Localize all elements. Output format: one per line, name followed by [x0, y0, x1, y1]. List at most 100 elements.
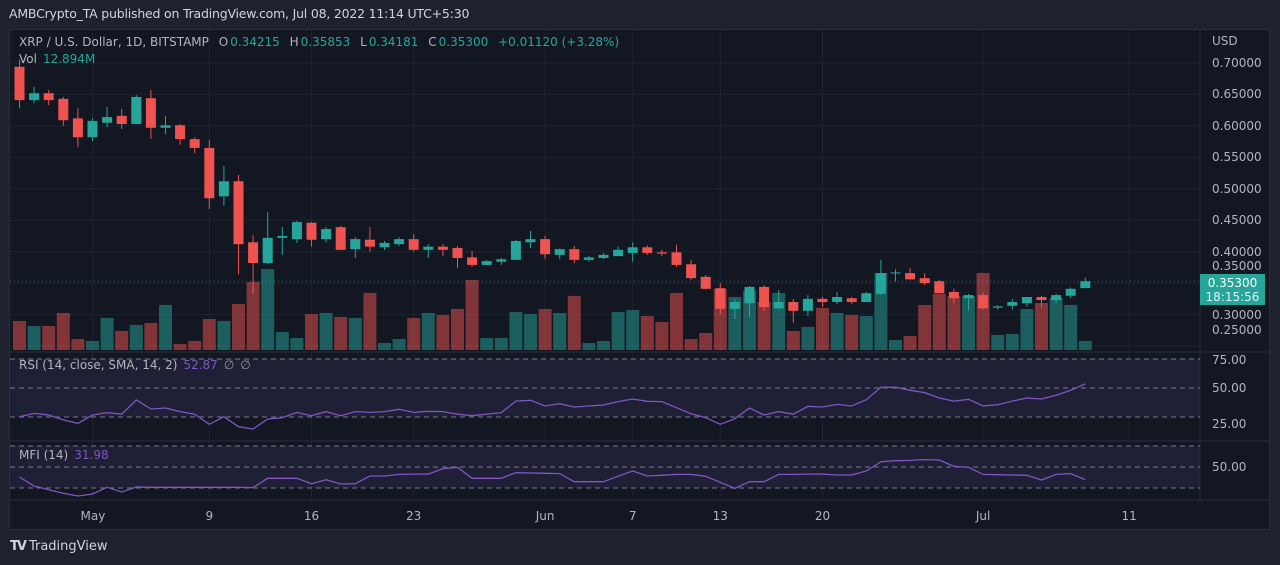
volume-bar [801, 326, 815, 350]
candle-up [291, 222, 302, 240]
volume-bar [567, 295, 581, 350]
volume-bar [363, 292, 377, 350]
close-label: C [428, 35, 437, 49]
candle-down [948, 291, 959, 299]
volume-bar [582, 343, 596, 350]
volume-bar [129, 324, 143, 350]
volume-bar [743, 290, 756, 350]
candle-down [43, 93, 54, 101]
candle-down [364, 239, 375, 247]
candle-up [218, 181, 229, 197]
price-tick-label: 0.60000 [1212, 118, 1262, 133]
rsi-na-2: ∅ [240, 358, 251, 372]
candle-up [29, 93, 40, 101]
price-tick-label: 0.45000 [1212, 213, 1262, 228]
volume-bar [684, 339, 698, 350]
volume-bar [188, 340, 202, 350]
candle-up [510, 241, 521, 260]
volume-bar [597, 340, 610, 350]
close-value: 0.35300 [438, 35, 489, 49]
volume-bar [626, 309, 640, 350]
volume-bar [976, 272, 990, 350]
candle-down [642, 247, 653, 253]
volume-bar [71, 339, 85, 350]
date-tick-label: 7 [628, 509, 637, 523]
candle-down [569, 249, 580, 260]
candle-down [58, 98, 69, 121]
candle-down [72, 118, 83, 138]
volume-bar [86, 340, 99, 350]
volume-bar [290, 337, 304, 350]
volume-value: 12.894M [42, 52, 96, 66]
candle-up [554, 249, 565, 255]
candle-up [598, 254, 609, 258]
rsi-label[interactable]: RSI (14, close, SMA, 14, 2) [19, 358, 178, 372]
volume-bar [407, 317, 421, 350]
mfi-label[interactable]: MFI (14) [19, 448, 69, 462]
published-header: AMBCrypto_TA published on TradingView.co… [9, 6, 470, 21]
candle-down [978, 295, 989, 309]
volume-bar [115, 330, 129, 350]
candle-up [496, 259, 507, 262]
volume-bar [947, 295, 961, 350]
candle-up [262, 237, 273, 264]
rsi-value: 52.87 [183, 358, 218, 372]
mfi-legend: MFI (14) 31.98 [19, 448, 109, 462]
candle-up [277, 235, 288, 238]
volume-bar [202, 318, 216, 350]
open-label: O [218, 35, 229, 49]
candle-down [759, 286, 770, 308]
candle-down [671, 252, 682, 265]
volume-bar [524, 313, 537, 350]
candle-down [116, 115, 127, 125]
price-tick-label: 0.70000 [1212, 56, 1262, 70]
volume-bar [100, 317, 114, 350]
volume-bar [903, 336, 917, 350]
candle-down [700, 276, 711, 289]
price-tick-label: 0.50000 [1212, 181, 1262, 196]
price-tick-label: 0.65000 [1212, 87, 1262, 102]
symbol-title[interactable]: XRP / U.S. Dollar, 1D, BITSTAMP [19, 35, 209, 49]
candle-down [335, 227, 346, 250]
candle-up [963, 295, 974, 299]
volume-label[interactable]: Vol [19, 52, 37, 66]
volume-bar [1064, 304, 1078, 350]
date-tick-label: 9 [205, 509, 214, 523]
last-price-badge: 0.35300 18:15:56 [1200, 274, 1265, 305]
candle-up [379, 242, 390, 248]
symbol-legend: XRP / U.S. Dollar, 1D, BITSTAMP O 0.34215… [19, 35, 621, 49]
candle-up [744, 286, 755, 304]
candle-up [481, 261, 492, 265]
currency-label: USD [1212, 34, 1238, 48]
volume-bar [670, 292, 683, 350]
candle-down [686, 264, 697, 279]
volume-bar [1020, 308, 1034, 350]
date-tick-label: 11 [1121, 509, 1137, 523]
volume-bar [378, 343, 391, 350]
volume-bar [553, 312, 567, 350]
brand-name: TradingView [28, 539, 108, 554]
volume-bar [159, 304, 172, 350]
candle-up [992, 306, 1003, 308]
mfi-value: 31.98 [74, 448, 109, 462]
volume-bar [991, 334, 1005, 350]
volume-bar [436, 315, 450, 350]
volume-bar [962, 295, 975, 350]
volume-bar [538, 308, 552, 350]
volume-bar [699, 332, 713, 350]
candle-up [525, 239, 536, 243]
candle-down [656, 252, 667, 254]
candle-up [1051, 295, 1062, 301]
volume-bar [305, 313, 318, 350]
volume-bar [728, 296, 742, 350]
candle-down [145, 98, 156, 128]
price-tick-label: 0.30000 [1212, 307, 1262, 322]
volume-bar [421, 312, 435, 350]
candle-up [1007, 302, 1018, 306]
volume-bar [757, 301, 771, 350]
rsi-tick-label: 25.00 [1212, 417, 1247, 432]
candle-down [175, 125, 186, 140]
volume-bar [1005, 333, 1019, 350]
rsi-tick-label: 75.00 [1212, 353, 1247, 367]
